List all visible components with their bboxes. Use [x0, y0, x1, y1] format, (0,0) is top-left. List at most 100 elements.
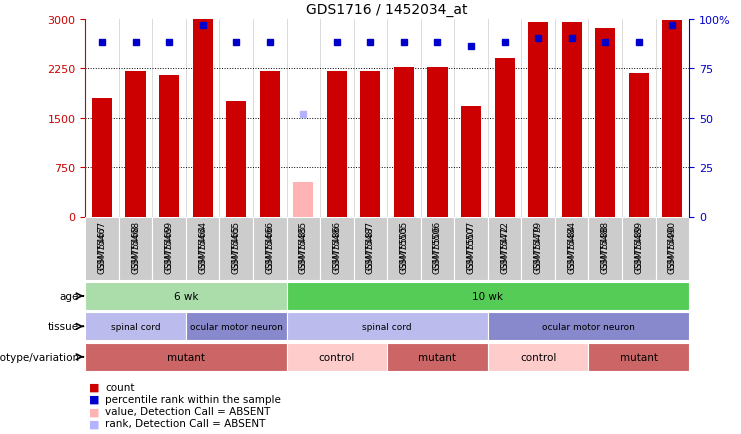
Text: GSM75488: GSM75488: [601, 220, 610, 269]
Bar: [259, 72, 280, 217]
Text: GSM75466: GSM75466: [265, 224, 274, 273]
Text: GSM75488: GSM75488: [601, 224, 610, 273]
Bar: [85, 217, 119, 280]
Bar: [428, 68, 448, 217]
Text: GSM75485: GSM75485: [299, 224, 308, 273]
Bar: [622, 217, 656, 280]
Bar: [226, 102, 246, 217]
Bar: [193, 20, 213, 217]
Text: GSM75507: GSM75507: [467, 220, 476, 269]
Bar: [353, 217, 387, 280]
Bar: [555, 217, 588, 280]
Bar: [327, 72, 347, 217]
Bar: [360, 72, 380, 217]
Text: GSM75506: GSM75506: [433, 220, 442, 269]
Bar: [287, 217, 320, 280]
Text: GSM75489: GSM75489: [634, 224, 643, 273]
Bar: [92, 99, 112, 217]
Text: GSM75486: GSM75486: [333, 220, 342, 269]
Text: 6 wk: 6 wk: [173, 291, 198, 301]
Bar: [421, 217, 454, 280]
Bar: [595, 30, 615, 217]
Text: genotype/variation: genotype/variation: [0, 352, 79, 362]
Text: mutant: mutant: [619, 352, 658, 362]
Bar: [320, 217, 353, 280]
Bar: [85, 312, 186, 341]
Bar: [119, 217, 153, 280]
Bar: [454, 217, 488, 280]
Text: GSM75505: GSM75505: [399, 224, 408, 273]
Bar: [562, 23, 582, 217]
Bar: [293, 182, 313, 217]
Text: value, Detection Call = ABSENT: value, Detection Call = ABSENT: [105, 406, 270, 416]
Text: GSM75490: GSM75490: [668, 224, 677, 273]
Text: mutant: mutant: [167, 352, 205, 362]
Text: count: count: [105, 382, 135, 392]
Text: GSM75484: GSM75484: [567, 220, 576, 269]
Text: ■: ■: [89, 406, 99, 416]
Text: GSM75464: GSM75464: [198, 220, 207, 269]
Text: rank, Detection Call = ABSENT: rank, Detection Call = ABSENT: [105, 418, 265, 428]
Bar: [85, 343, 287, 371]
Text: spinal cord: spinal cord: [362, 322, 412, 331]
Bar: [394, 68, 414, 217]
Text: ■: ■: [89, 382, 99, 392]
Bar: [186, 217, 219, 280]
Text: tissue: tissue: [48, 322, 79, 332]
Text: GSM75489: GSM75489: [634, 220, 643, 269]
Text: GSM75507: GSM75507: [467, 224, 476, 273]
Text: GSM75467: GSM75467: [98, 220, 107, 269]
Bar: [125, 72, 145, 217]
Text: GSM75485: GSM75485: [299, 220, 308, 269]
Bar: [287, 312, 488, 341]
Text: spinal cord: spinal cord: [110, 322, 160, 331]
Text: GSM75490: GSM75490: [668, 220, 677, 269]
Text: GSM75506: GSM75506: [433, 224, 442, 273]
Text: GSM75465: GSM75465: [232, 220, 241, 269]
Bar: [85, 282, 287, 310]
Bar: [253, 217, 287, 280]
Bar: [461, 106, 481, 217]
Text: ■: ■: [89, 418, 99, 428]
Text: ocular motor neuron: ocular motor neuron: [542, 322, 635, 331]
Text: GSM75466: GSM75466: [265, 220, 274, 269]
Text: GSM75479: GSM75479: [534, 224, 542, 273]
Text: GSM75472: GSM75472: [500, 220, 509, 269]
Text: GSM75487: GSM75487: [366, 224, 375, 273]
Text: GSM75467: GSM75467: [98, 224, 107, 273]
Bar: [287, 343, 387, 371]
Text: GSM75472: GSM75472: [500, 224, 509, 273]
Text: control: control: [319, 352, 355, 362]
Bar: [662, 21, 682, 217]
Bar: [488, 312, 689, 341]
Text: GSM75469: GSM75469: [165, 220, 173, 269]
Bar: [387, 343, 488, 371]
Text: 10 wk: 10 wk: [472, 291, 503, 301]
Text: age: age: [60, 291, 79, 301]
Bar: [387, 217, 421, 280]
Text: GSM75479: GSM75479: [534, 220, 542, 269]
Bar: [528, 23, 548, 217]
Text: GSM75484: GSM75484: [567, 224, 576, 273]
Bar: [494, 59, 515, 217]
Bar: [186, 312, 287, 341]
Bar: [219, 217, 253, 280]
Text: GSM75464: GSM75464: [198, 224, 207, 273]
Text: GSM75505: GSM75505: [399, 220, 408, 269]
Text: GSM75486: GSM75486: [333, 224, 342, 273]
Text: mutant: mutant: [419, 352, 456, 362]
Text: GSM75469: GSM75469: [165, 224, 173, 273]
Text: GSM75468: GSM75468: [131, 224, 140, 273]
Text: GSM75468: GSM75468: [131, 220, 140, 269]
Bar: [628, 73, 649, 217]
Text: percentile rank within the sample: percentile rank within the sample: [105, 394, 281, 404]
Text: ■: ■: [89, 394, 99, 404]
Text: GSM75487: GSM75487: [366, 220, 375, 269]
Bar: [153, 217, 186, 280]
Text: ocular motor neuron: ocular motor neuron: [190, 322, 282, 331]
Bar: [488, 343, 588, 371]
Bar: [656, 217, 689, 280]
Bar: [488, 217, 522, 280]
Bar: [588, 343, 689, 371]
Text: GSM75465: GSM75465: [232, 224, 241, 273]
